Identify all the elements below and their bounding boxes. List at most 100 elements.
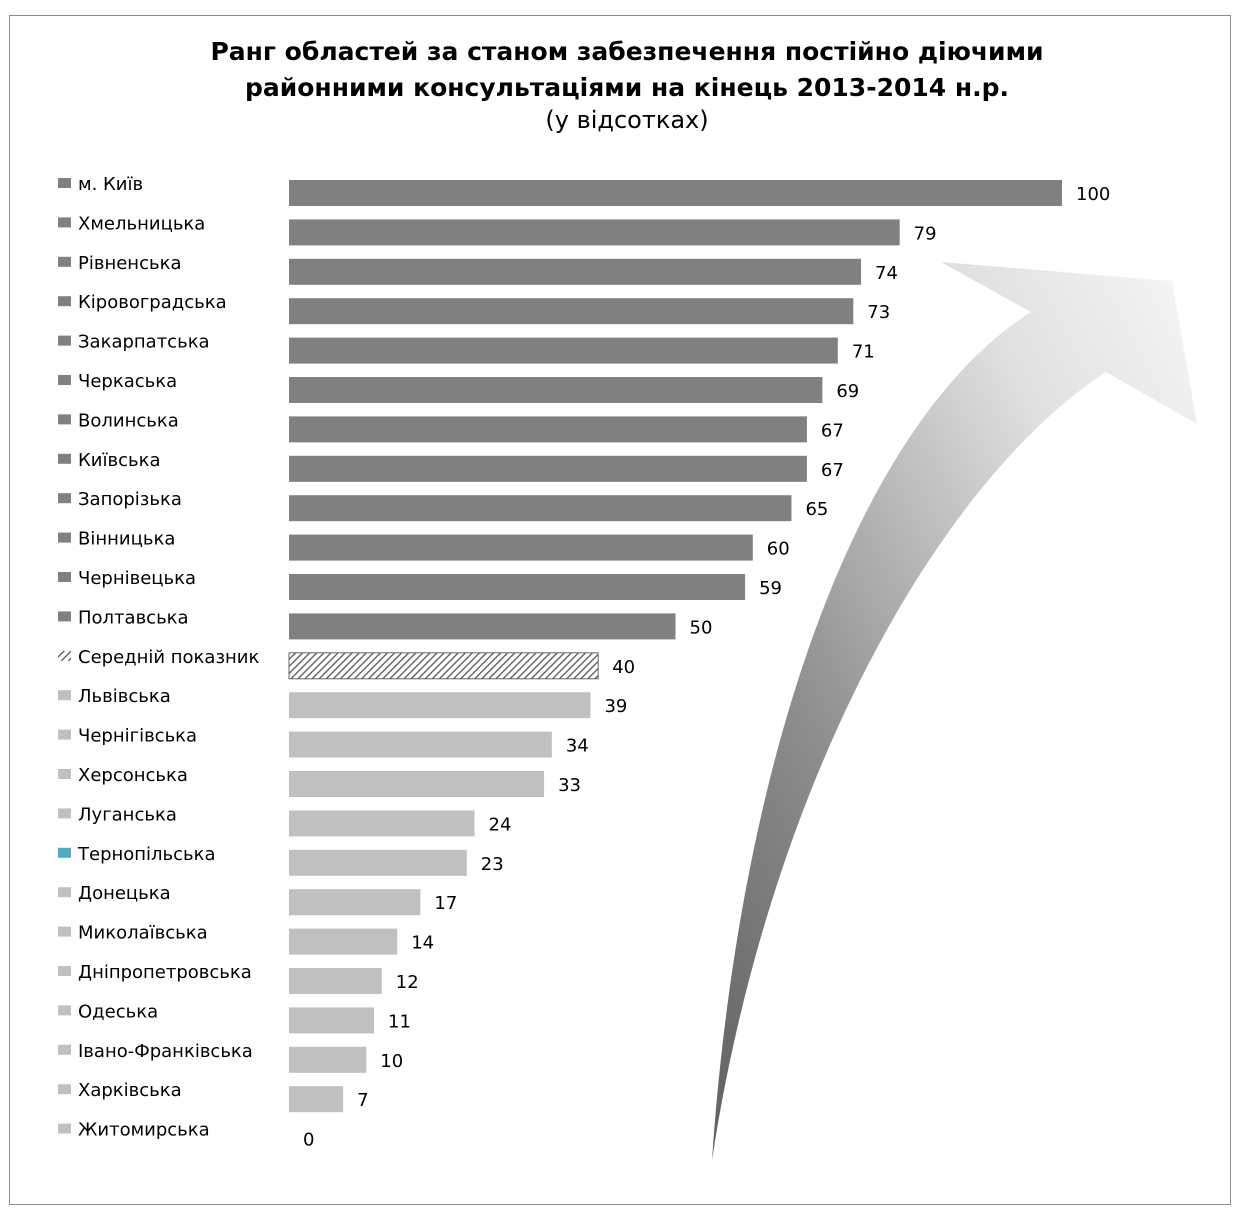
value-label-19: 14 [411, 933, 434, 954]
category-label-4: Закарпатська [78, 332, 210, 353]
legend-marker-21 [58, 1005, 71, 1016]
bar-0 [289, 180, 1062, 206]
bar-18 [289, 889, 421, 916]
bar-3 [289, 298, 854, 325]
category-label-6: Волинська [78, 410, 179, 431]
legend-marker-7 [58, 453, 71, 464]
bar-11 [289, 613, 676, 640]
legend-marker-13 [58, 690, 71, 701]
category-label-18: Донецька [78, 883, 171, 904]
value-label-3: 73 [867, 302, 890, 323]
chart-subtitle: (у відсотках) [545, 106, 709, 134]
category-label-2: Рівненська [78, 253, 181, 274]
value-label-22: 10 [380, 1051, 403, 1072]
bar-17 [289, 849, 467, 876]
value-label-15: 33 [558, 775, 581, 796]
value-label-6: 67 [821, 420, 844, 441]
legend-marker-4 [58, 335, 71, 346]
bar-9 [289, 534, 753, 561]
value-label-5: 69 [836, 381, 859, 402]
value-label-7: 67 [821, 460, 844, 481]
category-label-0: м. Київ [78, 174, 143, 195]
legend-marker-2 [58, 256, 71, 267]
bar-4 [289, 337, 838, 364]
bar-20 [289, 968, 382, 994]
value-label-10: 59 [759, 578, 782, 599]
legend-marker-6 [58, 414, 71, 425]
bar-19 [289, 928, 398, 955]
category-label-24: Житомирська [78, 1120, 210, 1141]
category-label-10: Чернівецька [78, 568, 196, 589]
category-label-13: Львівська [78, 686, 171, 707]
value-label-21: 11 [388, 1011, 411, 1032]
legend-marker-22 [58, 1044, 71, 1055]
chart-title: Ранг областей за станом забезпечення пос… [0, 34, 1235, 106]
legend-marker-12 [58, 650, 71, 661]
value-label-8: 65 [805, 499, 828, 520]
bar-10 [289, 574, 746, 600]
trend-arrow [712, 262, 1197, 1160]
bar-13 [289, 692, 591, 719]
legend-marker-8 [58, 493, 71, 504]
bar-6 [289, 416, 807, 443]
bar-1 [289, 219, 900, 246]
bar-14 [289, 731, 552, 758]
bar-22 [289, 1046, 367, 1073]
value-label-24: 0 [303, 1130, 314, 1151]
legend-marker-3 [58, 296, 71, 307]
legend-marker-23 [58, 1084, 71, 1095]
value-label-4: 71 [852, 342, 875, 363]
legend-marker-1 [58, 217, 71, 228]
category-label-23: Харківська [78, 1080, 182, 1101]
bar-16 [289, 810, 475, 837]
bar-8 [289, 495, 792, 522]
value-label-23: 7 [357, 1090, 368, 1111]
value-label-2: 74 [875, 263, 898, 284]
legend-marker-15 [58, 769, 71, 779]
bar-21 [289, 1007, 375, 1034]
legend-marker-17 [58, 847, 71, 858]
category-label-7: Київська [78, 450, 161, 471]
value-label-1: 79 [914, 223, 937, 244]
category-label-5: Черкаська [78, 371, 177, 392]
bar-12 [288, 652, 599, 680]
bar-23 [289, 1086, 344, 1113]
chart-title-line-1: Ранг областей за станом забезпечення пос… [210, 37, 1044, 66]
legend-marker-5 [58, 375, 71, 385]
legend-marker-19 [58, 926, 71, 937]
category-label-8: Запорізька [78, 489, 182, 510]
category-label-14: Чернігівська [78, 726, 197, 747]
legend-marker-11 [58, 611, 71, 622]
legend-marker-10 [58, 572, 71, 582]
category-label-16: Луганська [78, 804, 177, 825]
legend-marker-24 [58, 1123, 71, 1134]
legend-marker-9 [58, 532, 71, 543]
value-label-0: 100 [1076, 184, 1110, 205]
category-label-15: Херсонська [78, 765, 188, 786]
category-label-11: Полтавська [78, 607, 189, 628]
category-label-19: Миколаївська [78, 923, 208, 944]
category-label-9: Вінницька [78, 529, 175, 550]
legend-marker-20 [58, 966, 71, 976]
category-label-12: Середній показник [78, 647, 259, 668]
value-label-11: 50 [690, 617, 713, 638]
legend-marker-18 [58, 887, 71, 898]
category-label-20: Дніпропетровська [78, 962, 252, 983]
value-label-18: 17 [434, 893, 457, 914]
value-label-17: 23 [481, 854, 504, 875]
bar-15 [289, 771, 545, 797]
value-label-16: 24 [489, 814, 512, 835]
value-label-14: 34 [566, 736, 589, 757]
category-label-1: Хмельницька [78, 213, 205, 234]
bar-2 [289, 258, 862, 285]
chart-title-line-2: районними консультаціями на кінець 2013-… [244, 73, 1010, 102]
legend-marker-0 [58, 178, 71, 188]
chart-frame [9, 15, 1231, 1205]
category-label-17: Тернопільська [77, 844, 216, 865]
value-label-13: 39 [604, 696, 627, 717]
legend-marker-14 [58, 729, 71, 740]
legend-marker-16 [58, 808, 71, 819]
value-label-9: 60 [767, 539, 790, 560]
bar-7 [289, 455, 807, 482]
